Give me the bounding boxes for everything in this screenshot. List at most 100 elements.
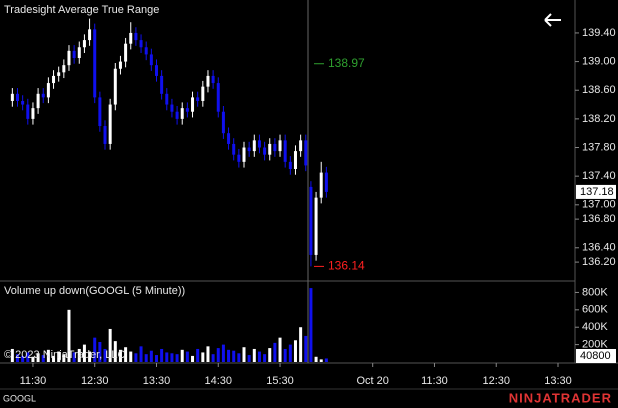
- volume-bar: [252, 348, 256, 362]
- last-price-box: [576, 184, 616, 199]
- candle-body: [288, 161, 292, 170]
- volume-bar: [41, 355, 45, 362]
- volume-bar: [154, 355, 158, 362]
- brand-logo: NINJATRADER: [509, 390, 612, 405]
- price-axis-label: 139.40: [582, 27, 616, 39]
- copyright: © 2023 NinjaTrader, LLC: [4, 349, 125, 361]
- volume-bar: [10, 348, 14, 362]
- candle-body: [21, 100, 25, 105]
- back-arrow[interactable]: [544, 13, 561, 27]
- volume-bar: [134, 353, 138, 362]
- volume-bar: [278, 337, 282, 362]
- volume-bar: [293, 340, 297, 362]
- volume-bar: [36, 353, 40, 362]
- candle-body: [293, 151, 297, 170]
- volume-bar: [175, 354, 179, 362]
- volume-bar: [46, 349, 50, 362]
- candle-body: [52, 75, 56, 84]
- volume-panel-title: Volume up down(GOOGL (5 Minute)): [4, 285, 185, 297]
- volume-bar: [103, 348, 107, 362]
- candle-body: [324, 172, 328, 192]
- volume-bar: [93, 337, 97, 362]
- candle-body: [196, 97, 200, 101]
- price-panel-title: Tradesight Average True Range: [4, 4, 159, 16]
- volume-bar: [211, 354, 215, 362]
- volume-bar: [21, 355, 25, 362]
- level-label: 136.14: [328, 259, 365, 273]
- candle-body: [82, 40, 86, 48]
- volume-bar: [268, 348, 272, 362]
- volume-bar: [149, 350, 153, 362]
- candle-body: [211, 75, 215, 84]
- candle-body: [139, 40, 143, 48]
- volume-bar: [82, 344, 86, 362]
- candle-body: [206, 75, 210, 87]
- volume-bar: [185, 351, 189, 362]
- candle-body: [144, 47, 148, 55]
- volume-bar: [52, 355, 56, 362]
- candle-body: [216, 83, 220, 112]
- candle-body: [232, 143, 236, 155]
- volume-bar: [324, 358, 328, 362]
- candle-body: [46, 83, 50, 98]
- candle-body: [98, 97, 102, 127]
- x-tick-label: 11:30: [421, 375, 448, 387]
- candle-body: [103, 126, 107, 144]
- candle-body: [185, 108, 189, 112]
- price-axis-label: 136.80: [582, 213, 616, 225]
- volume-bar: [180, 349, 184, 362]
- volume-bar: [144, 354, 148, 362]
- price-axis-label: 138.60: [582, 84, 616, 96]
- candle-body: [165, 93, 169, 105]
- volume-bar: [88, 351, 92, 362]
- volume-bar: [129, 351, 133, 362]
- volume-bar: [124, 347, 128, 362]
- candle-body: [191, 97, 195, 112]
- candle-body: [41, 93, 45, 98]
- volume-bar: [26, 352, 30, 362]
- volume-bar: [118, 349, 122, 362]
- last-volume-box: [576, 349, 616, 363]
- volume-bar: [242, 347, 246, 362]
- price-axis-label: 138.20: [582, 113, 616, 125]
- candle-body: [299, 140, 303, 152]
- candle-body: [283, 140, 287, 162]
- candle-body: [113, 68, 117, 105]
- candle-body: [72, 50, 76, 59]
- candle-body: [180, 108, 184, 119]
- candle-body: [118, 61, 122, 69]
- candle-body: [237, 154, 241, 162]
- x-tick-label: Oct 20: [356, 375, 388, 387]
- volume-bar: [77, 348, 81, 362]
- candle-body: [149, 54, 153, 66]
- volume-bar: [232, 350, 236, 362]
- volume-bar: [309, 288, 313, 362]
- candle-body: [77, 47, 81, 59]
- x-tick-label: 11:30: [20, 375, 47, 387]
- candle-body: [36, 93, 40, 109]
- candle-body: [67, 50, 71, 66]
- volume-bar: [31, 356, 35, 362]
- candle-body: [221, 111, 225, 134]
- volume-bar: [263, 354, 267, 362]
- volume-axis-label: 400K: [582, 321, 608, 333]
- volume-bar: [257, 351, 261, 362]
- last-volume-label: 40800: [580, 350, 611, 362]
- candle-body: [263, 147, 267, 155]
- x-tick-label: 13:30: [143, 375, 171, 387]
- candle-body: [160, 75, 164, 94]
- candle-body: [175, 111, 179, 119]
- volume-bar: [304, 335, 308, 362]
- candle-body: [26, 104, 30, 119]
- volume-bar: [67, 309, 71, 362]
- price-axis-label: 136.20: [582, 256, 616, 268]
- candle-body: [16, 93, 20, 101]
- price-axis-label: 137.80: [582, 141, 616, 153]
- candle-body: [242, 147, 246, 162]
- candle-body: [10, 93, 14, 101]
- candle-body: [268, 143, 272, 155]
- volume-bar: [160, 348, 164, 362]
- candle-body: [278, 140, 282, 152]
- volume-bar: [247, 355, 251, 362]
